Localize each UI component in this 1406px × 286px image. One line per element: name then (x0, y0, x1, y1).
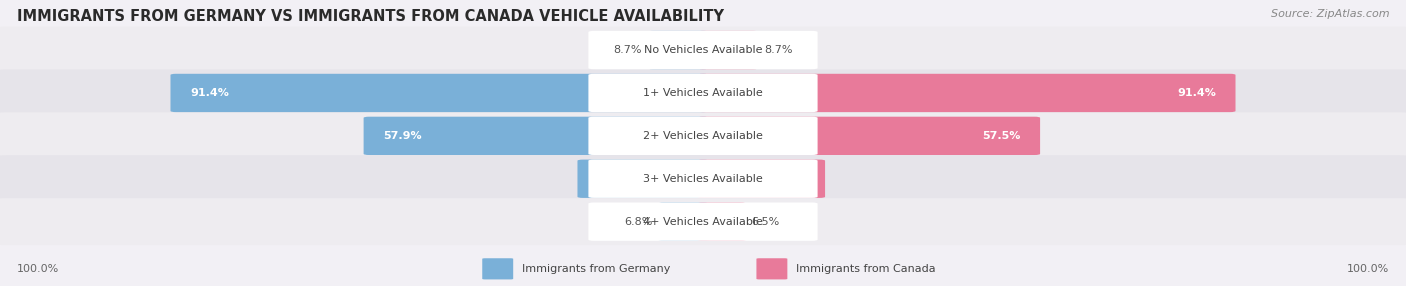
FancyBboxPatch shape (647, 31, 709, 69)
Text: IMMIGRANTS FROM GERMANY VS IMMIGRANTS FROM CANADA VEHICLE AVAILABILITY: IMMIGRANTS FROM GERMANY VS IMMIGRANTS FR… (17, 9, 724, 23)
Text: 8.7%: 8.7% (613, 45, 641, 55)
Text: Immigrants from Canada: Immigrants from Canada (796, 264, 935, 274)
Text: 2+ Vehicles Available: 2+ Vehicles Available (643, 131, 763, 141)
Text: 8.7%: 8.7% (765, 45, 793, 55)
FancyBboxPatch shape (697, 31, 759, 69)
Text: 57.5%: 57.5% (981, 131, 1021, 141)
FancyBboxPatch shape (756, 258, 787, 279)
Text: 91.4%: 91.4% (1177, 88, 1216, 98)
FancyBboxPatch shape (697, 160, 825, 198)
Text: 3+ Vehicles Available: 3+ Vehicles Available (643, 174, 763, 184)
FancyBboxPatch shape (0, 155, 1406, 202)
Text: Source: ZipAtlas.com: Source: ZipAtlas.com (1271, 9, 1389, 19)
Text: Immigrants from Germany: Immigrants from Germany (522, 264, 671, 274)
FancyBboxPatch shape (697, 202, 747, 241)
Text: No Vehicles Available: No Vehicles Available (644, 45, 762, 55)
FancyBboxPatch shape (588, 160, 818, 198)
FancyBboxPatch shape (588, 74, 818, 112)
Text: 20.2%: 20.2% (766, 174, 806, 184)
FancyBboxPatch shape (588, 202, 818, 241)
Text: 57.9%: 57.9% (384, 131, 422, 141)
Text: 20.8%: 20.8% (598, 174, 636, 184)
FancyBboxPatch shape (697, 74, 1236, 112)
FancyBboxPatch shape (0, 69, 1406, 116)
FancyBboxPatch shape (588, 31, 818, 69)
Text: 91.4%: 91.4% (190, 88, 229, 98)
FancyBboxPatch shape (170, 74, 709, 112)
FancyBboxPatch shape (0, 27, 1406, 74)
Text: 4+ Vehicles Available: 4+ Vehicles Available (643, 217, 763, 227)
FancyBboxPatch shape (588, 117, 818, 155)
FancyBboxPatch shape (364, 117, 709, 155)
Text: 1+ Vehicles Available: 1+ Vehicles Available (643, 88, 763, 98)
FancyBboxPatch shape (0, 112, 1406, 159)
FancyBboxPatch shape (482, 258, 513, 279)
FancyBboxPatch shape (0, 198, 1406, 245)
Text: 6.5%: 6.5% (752, 217, 780, 227)
FancyBboxPatch shape (578, 160, 709, 198)
Text: 100.0%: 100.0% (1347, 264, 1389, 274)
Text: 6.8%: 6.8% (624, 217, 652, 227)
FancyBboxPatch shape (658, 202, 709, 241)
Text: 100.0%: 100.0% (17, 264, 59, 274)
FancyBboxPatch shape (697, 117, 1040, 155)
